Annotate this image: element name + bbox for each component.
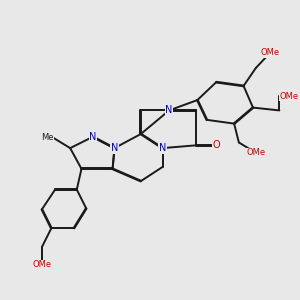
Text: N: N	[111, 143, 118, 153]
Text: N: N	[159, 143, 166, 153]
Text: N: N	[165, 105, 173, 116]
Text: OMe: OMe	[246, 148, 266, 157]
Text: Me: Me	[41, 133, 53, 142]
Text: OMe: OMe	[279, 92, 298, 101]
Text: OMe: OMe	[260, 48, 280, 57]
Text: N: N	[89, 132, 97, 142]
Text: O: O	[212, 140, 220, 150]
Text: OMe: OMe	[32, 260, 52, 269]
